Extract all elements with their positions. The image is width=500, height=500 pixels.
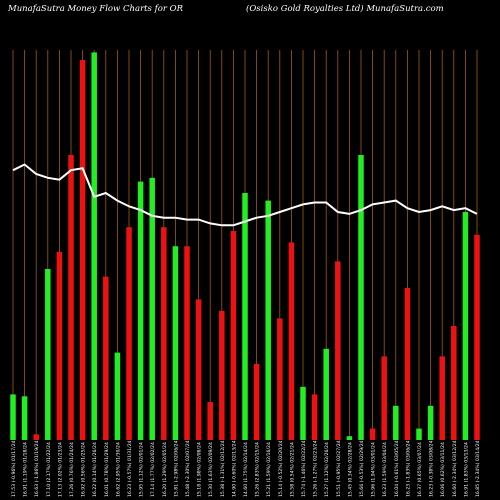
bars [10,52,480,441]
x-tick-label: 16.91 (1.19%) 01/18/24 [23,442,29,497]
x-tick-label: 15.74 (-1.46%) 02/22/24 [301,440,307,497]
x-tick-label: 16.23 (-1.83%) 03/06/24 [405,440,411,497]
x-tick-label: 16.20 (1.29%) 02/05/24 [162,442,168,497]
bar [311,394,318,440]
x-tick-label: 17.53 (-0.96%) 01/17/24 [11,440,17,497]
bar [439,356,445,440]
x-tick-label: 15.38 (-1.31%) 02/12/24 [220,440,226,497]
bar [137,181,144,440]
bar [393,405,399,440]
x-tick-label: 16.23 (-0.57%) 01/31/24 [127,440,133,497]
x-tick-label: 15.95 (1.12%) 02/01/24 [139,442,145,497]
bar [230,231,237,440]
bar [33,434,39,440]
x-tick-label: 15.21 (1.59%) 02/16/24 [266,442,272,497]
x-tick-labels: 17.53 (-0.96%) 01/17/24 16.91 (1.19%) 01/… [11,440,481,497]
x-tick-label: 14.90 (-0.60%) 02/13/24 [231,440,237,497]
bar [474,234,480,440]
bar [358,155,364,440]
bar [114,352,121,440]
x-tick-label: 14.60 (1.75%) 02/14/24 [243,442,249,497]
x-tick-label: 16.22 (0.14%) 01/26/24 [92,442,98,497]
x-tick-label: 15.30 (1.63%) 02/09/24 [208,442,214,497]
bar [103,276,109,440]
money-flow-line [12,163,478,227]
x-tick-label: 16.23 (1.59%) 03/04/24 [382,442,388,497]
x-tick-label: 16.63 (-1.86%) 01/19/24 [34,440,40,497]
bar [79,60,86,440]
chart-header-left: MunafaSutra Money Flow Charts for OR [8,4,184,14]
chart-header-right: (Osisko Gold Royalties Ltd) MunafaSutra.… [246,4,444,14]
bar [91,52,97,441]
flow-line-layer [12,163,478,227]
bar [416,428,422,440]
x-tick-label: 15.66 (-0.53%) 02/29/24 [359,440,365,497]
bar [288,242,295,440]
bar [253,364,260,440]
x-tick-label: 16.91 (1.83%) 03/13/24 [463,442,469,497]
x-tick-label: 15.58 (0.54%) 02/21/24 [289,442,295,497]
x-tick-label: 15.81 (-2.98%) 02/06/24 [173,440,179,497]
x-tick-label: 15.26 (2.83%) 02/15/24 [255,442,261,497]
bar [335,261,341,440]
x-tick-label: 16.04 (-0.61%) 03/05/24 [394,440,400,497]
x-tick-label: 17.10 (2.17%) 01/22/24 [46,442,52,497]
x-tick-label: 15.45 (0.34%) 02/28/24 [347,442,353,497]
bar [161,227,167,440]
x-tick-label: 15.27 (1.12%) 02/26/24 [324,442,330,497]
bar [149,177,155,441]
x-tick-label: 16.62 (2.95%) 01/30/24 [115,442,121,497]
bar [323,348,329,440]
x-tick-label: 15.26 (-1.27%) 02/23/24 [313,440,319,497]
bar [184,246,190,440]
bar [242,193,248,440]
x-tick-label: 16.92 (0.56%) 01/25/24 [81,442,87,497]
bar [369,428,376,440]
x-tick-label: 16.01 (0.78%) 01/29/24 [104,442,110,497]
x-tick-label: 15.51 (-0.95%) 02/27/24 [336,440,342,497]
x-tick-label: 15.18 (1.98%) 02/08/24 [197,442,203,497]
x-tick-label: 17.14 (1.77%) 02/02/24 [150,442,156,497]
x-tick-label: 16.85 (-2.34%) 03/14/24 [475,440,481,497]
bar [300,386,306,440]
bar [68,155,74,440]
bar [381,356,387,440]
bar [404,288,411,440]
bar [219,310,225,440]
bar [277,318,283,440]
bar [126,227,132,440]
bar [462,212,469,440]
bar [56,251,63,440]
bar [451,326,457,440]
x-tick-label: 16.23 (-0.38%) 03/08/24 [429,440,435,497]
x-tick-label: 16.60 (-2.34%) 03/12/24 [452,440,458,497]
x-tick-label: 16.37 (0.65%) 03/07/24 [417,442,423,497]
bar [195,299,202,440]
x-tick-label: 17.13 (2.02%) 01/23/24 [57,442,63,497]
x-tick-label: 15.96 (1.94%) 03/01/24 [371,442,377,497]
bar [45,269,51,440]
x-tick-label: 15.14 (-0.52%) 02/20/24 [278,440,284,497]
bar [10,394,16,440]
bar [21,396,28,440]
x-tick-label: 16.06 (0.62%) 03/11/24 [440,442,446,497]
bar [346,436,353,440]
bar [265,200,271,440]
x-tick-label: 17.26 (0.76%) 01/24/24 [69,442,75,497]
bar [172,246,179,440]
x-tick-label: 15.48 (-2.30%) 02/07/24 [185,440,191,497]
bar [207,402,213,440]
bar [427,405,434,440]
